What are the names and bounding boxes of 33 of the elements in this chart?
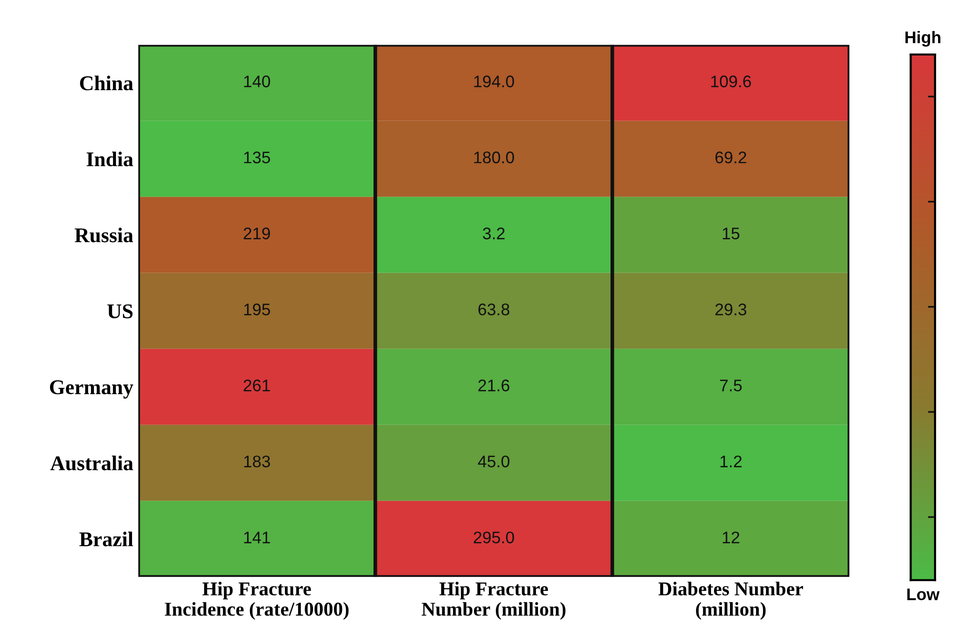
y-tick-label: Germany <box>50 380 134 399</box>
data-label: 12 <box>722 532 740 544</box>
data-label: 15 <box>722 228 740 240</box>
data-label: 63.8 <box>478 304 510 316</box>
data-label: 141 <box>244 532 270 544</box>
data-label: 69.2 <box>715 152 746 164</box>
data-label: 219 <box>244 228 270 240</box>
data-label: 21.6 <box>478 380 510 392</box>
data-label: 261 <box>244 380 270 392</box>
data-label: 195 <box>244 304 270 316</box>
data-label: 295.0 <box>474 532 514 544</box>
x-tick-label: Diabetes Number (million) <box>658 582 804 620</box>
data-label: 109.6 <box>711 76 751 88</box>
data-label: 3.2 <box>482 228 505 240</box>
data-label: 7.5 <box>720 380 742 392</box>
data-label: 45.0 <box>478 456 510 468</box>
data-label: 183 <box>244 456 270 468</box>
x-tick-label: Hip Fracture Incidence (rate/10000) <box>164 582 349 620</box>
y-tick-label: India <box>86 152 134 166</box>
text: High <box>905 30 940 47</box>
y-tick-label: Brazil <box>79 532 134 546</box>
data-label: 29.3 <box>715 304 746 316</box>
data-label: 135 <box>244 152 270 164</box>
data-label: 194.0 <box>474 76 514 88</box>
data-label: 1.2 <box>720 456 742 468</box>
y-tick-label: US <box>107 304 133 318</box>
y-tick-label: Russia <box>74 228 134 242</box>
x-tick-label: Hip Fracture Number (million) <box>422 582 566 620</box>
data-label: 180.0 <box>474 152 514 164</box>
text: Low <box>907 588 940 600</box>
y-tick-label: Australia <box>50 456 134 470</box>
data-label: 140 <box>244 76 270 88</box>
y-tick-label: China <box>80 76 134 90</box>
